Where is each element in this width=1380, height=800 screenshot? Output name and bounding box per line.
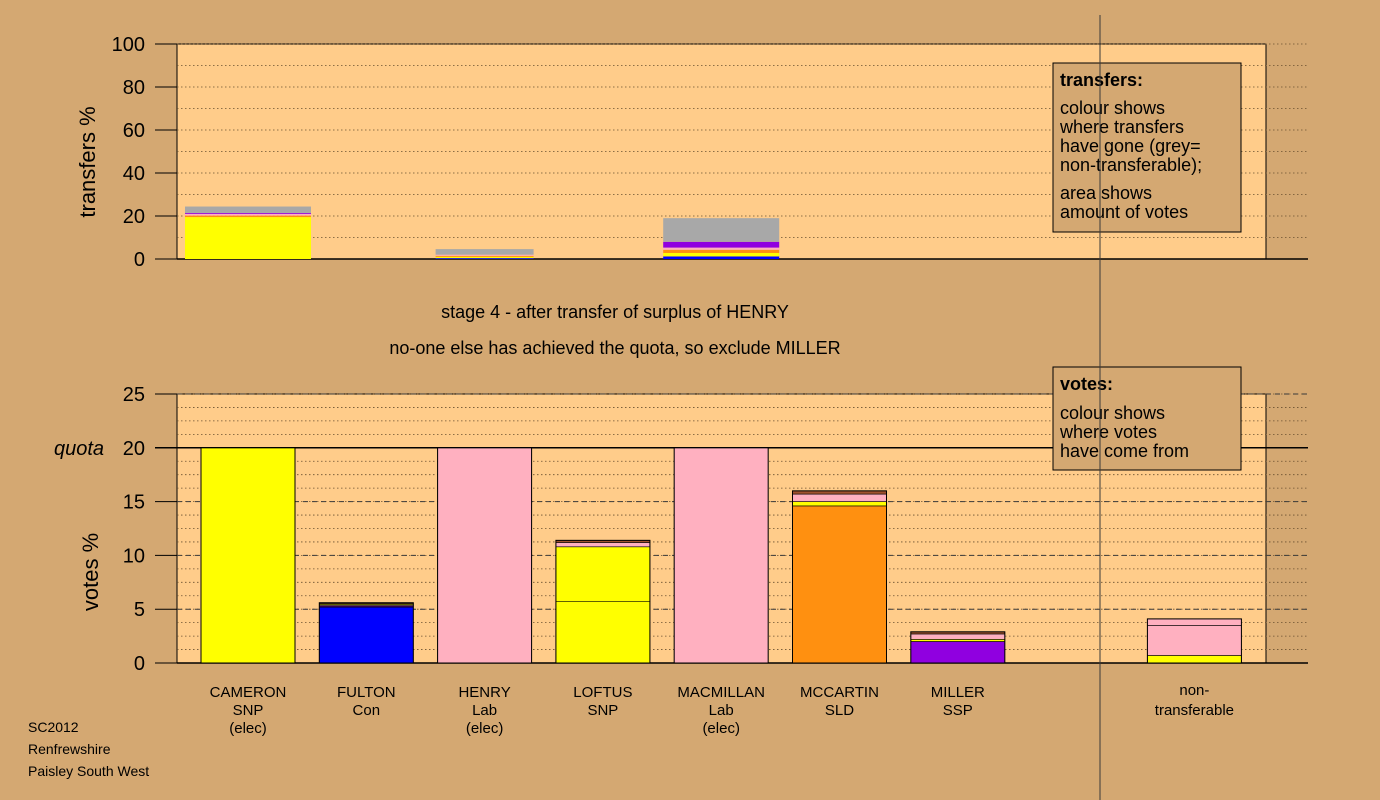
transfers-legend-line: area shows	[1060, 183, 1152, 203]
bottom-bar-outline	[673, 447, 769, 664]
candidate-label: Con	[353, 702, 381, 719]
candidate-label: SNP	[587, 702, 618, 719]
candidate-label: MCCARTIN	[800, 684, 879, 701]
bottom-bar-segment	[792, 493, 887, 502]
top-tick-label: 80	[123, 77, 145, 99]
top-bar-segment	[663, 249, 780, 253]
transfers-legend-line: colour shows	[1060, 98, 1165, 118]
bottom-bar-outline	[555, 539, 651, 664]
candidate-label: MILLER	[931, 684, 985, 701]
transfers-legend: transfers: colour shows where transfers …	[1052, 62, 1242, 233]
top-bar-segment	[185, 213, 311, 216]
footer-council: Renfrewshire	[28, 741, 111, 757]
candidate-label: (elec)	[466, 720, 504, 737]
bottom-bar-segment	[437, 447, 532, 664]
top-y-axis-label: transfers %	[75, 106, 100, 217]
bottom-bar-segment	[792, 505, 887, 664]
bottom-bar-segment	[1147, 625, 1242, 656]
bottom-tick-label: 5	[134, 599, 145, 621]
bottom-bar-outline	[318, 602, 414, 664]
footer-election: SC2012	[28, 719, 79, 735]
candidate-label: (elec)	[702, 720, 740, 737]
votes-legend-line: where votes	[1059, 422, 1157, 442]
top-bar-segment	[185, 215, 311, 218]
top-y-ticks: 0 20 40 60 80 100	[112, 34, 177, 271]
bottom-bar-segment	[792, 501, 887, 507]
candidate-label: FULTON	[337, 684, 396, 701]
candidate-label: SLD	[825, 702, 854, 719]
bottom-bar-segment	[555, 542, 651, 548]
bottom-bar-segment	[910, 641, 1006, 664]
footer: SC2012 Renfrewshire Paisley South West	[28, 716, 149, 782]
bottom-bars	[200, 447, 1242, 664]
bottom-tick-label: 15	[123, 492, 145, 514]
top-bar-segment	[435, 255, 534, 257]
status-text: no-one else has achieved the quota, so e…	[389, 338, 840, 358]
top-tick-label: 40	[123, 163, 145, 185]
top-bar-segment	[185, 217, 311, 259]
candidate-label: CAMERON	[210, 684, 287, 701]
votes-legend-heading: votes:	[1060, 374, 1113, 394]
candidate-label: (elec)	[229, 720, 267, 737]
top-bar-segment	[435, 254, 534, 256]
top-bar-segment	[185, 206, 311, 213]
candidate-label: SSP	[943, 702, 973, 719]
top-bar-segment	[663, 247, 780, 250]
transfers-legend-line: amount of votes	[1060, 202, 1188, 222]
bottom-x-labels: CAMERONSNP(elec)FULTONConHENRYLab(elec)L…	[210, 682, 1234, 737]
bottom-bar-segment	[1147, 655, 1242, 664]
top-bar-segment	[185, 212, 311, 214]
votes-legend-line: colour shows	[1060, 403, 1165, 423]
bottom-tick-label: 25	[123, 384, 145, 406]
bottom-y-ticks: 0 5 10 15 20 25	[123, 384, 177, 675]
bottom-bar-segment	[318, 606, 414, 664]
stage-text: stage 4 - after transfer of surplus of H…	[441, 302, 789, 322]
bottom-bar-outline	[1146, 618, 1242, 664]
transfers-legend-line: where transfers	[1059, 117, 1184, 137]
transfers-legend-heading: transfers:	[1060, 70, 1143, 90]
top-bar-segment	[663, 252, 780, 257]
bottom-bar-outline	[910, 631, 1006, 664]
votes-legend-line: have come from	[1060, 441, 1189, 461]
top-bar-segment	[435, 258, 534, 259]
top-tick-label: 60	[123, 120, 145, 142]
top-bar-segment	[663, 256, 780, 259]
top-bar-segment	[435, 256, 534, 259]
bottom-tick-label: 20	[123, 438, 145, 460]
bottom-bar-outline	[792, 490, 887, 664]
bottom-bar-segment	[910, 639, 1006, 642]
footer-ward: Paisley South West	[28, 763, 150, 779]
bottom-bar-segment	[200, 447, 296, 664]
top-tick-label: 0	[134, 249, 145, 271]
top-tick-label: 20	[123, 206, 145, 228]
top-tick-label: 100	[112, 34, 145, 56]
bottom-bar-segment	[555, 546, 651, 602]
bottom-bar-segment	[1147, 618, 1242, 626]
non-transferable-label: transferable	[1155, 702, 1234, 719]
candidate-label: Lab	[709, 702, 734, 719]
top-bar-segment	[435, 249, 534, 255]
top-bar-segment	[663, 241, 780, 248]
candidate-label: LOFTUS	[573, 684, 632, 701]
transfers-legend-line: non-transferable);	[1060, 155, 1202, 175]
bottom-tick-label: 0	[134, 653, 145, 675]
bottom-bar-segment	[555, 601, 651, 664]
candidate-label: SNP	[233, 702, 264, 719]
votes-legend: votes: colour shows where votes have com…	[1052, 366, 1242, 471]
bottom-bar-outline	[200, 447, 296, 664]
bottom-bar-outline	[437, 447, 533, 664]
candidate-label: MACMILLAN	[677, 684, 765, 701]
non-transferable-label: non-	[1179, 682, 1209, 699]
top-bars	[185, 206, 780, 259]
candidate-label: Lab	[472, 702, 497, 719]
transfers-legend-line: have gone (grey=	[1060, 136, 1201, 156]
bottom-y-axis-label: votes %	[78, 533, 103, 611]
candidate-label: HENRY	[458, 684, 510, 701]
bottom-bar-segment	[910, 633, 1006, 640]
quota-label: quota	[54, 438, 104, 460]
bottom-bar-segment	[673, 447, 769, 664]
bottom-tick-label: 10	[123, 545, 145, 567]
top-bar-segment	[663, 218, 780, 242]
